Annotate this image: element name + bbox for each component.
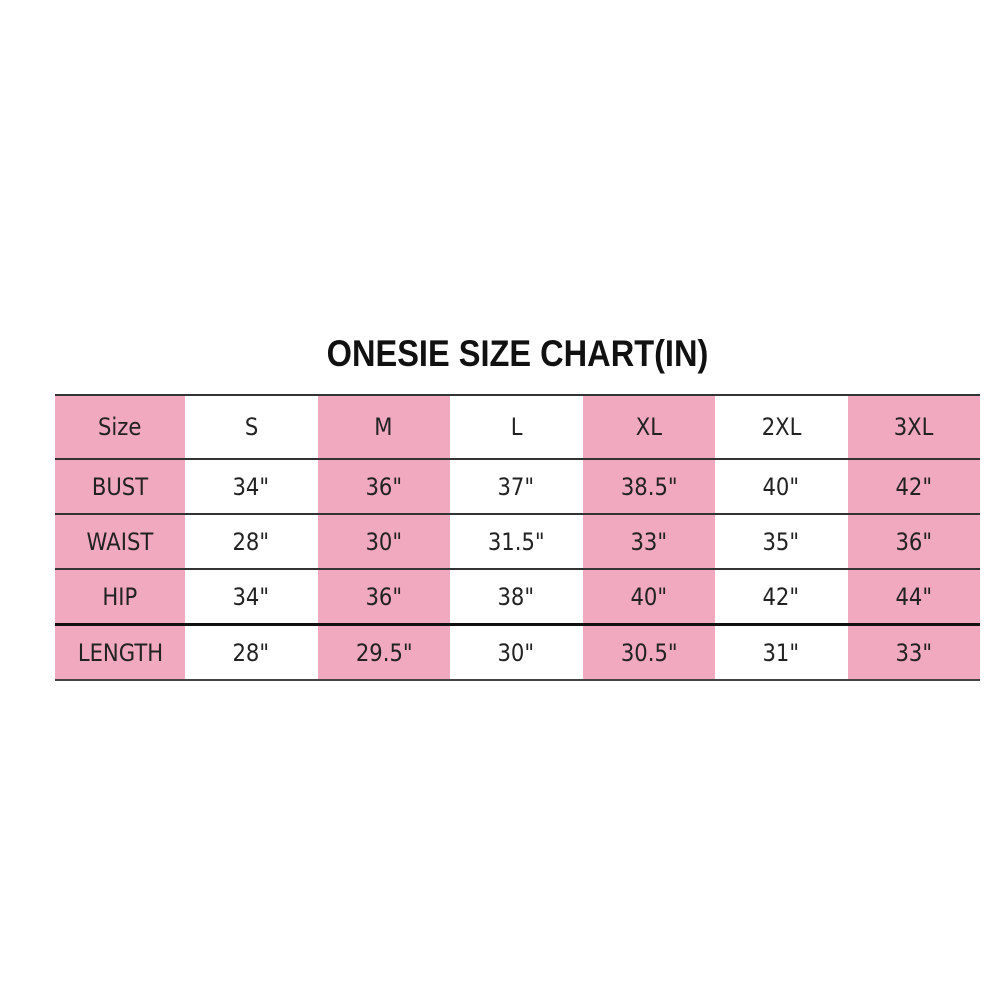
cell-text: L [510, 413, 523, 441]
table-cell: 28" [185, 513, 318, 569]
header-cell: 3XL [847, 394, 980, 459]
cell-text: Size [98, 413, 142, 441]
header-cell: M [317, 394, 450, 459]
cell-text: 28" [232, 527, 270, 556]
cell-text: 30" [497, 638, 535, 667]
table-cell: 42" [847, 458, 980, 514]
table-cell: 30" [450, 623, 583, 681]
cell-text: 37" [497, 472, 535, 501]
table-cell: 33" [582, 513, 715, 569]
table-cell: 36" [847, 513, 980, 569]
cell-text: M [374, 413, 393, 441]
cell-text: 44" [895, 582, 933, 611]
chart-title: ONESIE SIZE CHART(IN) [326, 333, 709, 374]
cell-text: 34" [232, 472, 270, 501]
header-row: Size S M L XL 2XL 3XL [55, 394, 980, 459]
table-row: BUST 34" 36" 37" 38.5" 40" 42" [55, 458, 980, 514]
table-cell: 31" [715, 623, 848, 681]
cell-text: 36" [365, 582, 403, 611]
table-cell: 40" [715, 458, 848, 514]
table-row: LENGTH 28" 29.5" 30" 30.5" 31" 33" [55, 623, 980, 681]
cell-text: XL [635, 413, 662, 441]
table-cell: 28" [185, 623, 318, 681]
cell-text: 30" [365, 527, 403, 556]
table-cell: 37" [450, 458, 583, 514]
row-label-cell: BUST [55, 458, 185, 514]
header-cell: Size [55, 394, 185, 459]
cell-text: 42" [762, 582, 800, 611]
cell-text: 31.5" [487, 527, 545, 556]
cell-text: WAIST [86, 527, 154, 556]
row-label-cell: HIP [55, 568, 185, 625]
cell-text: 40" [762, 472, 800, 501]
cell-text: 33" [895, 638, 933, 667]
header-cell: S [185, 394, 318, 459]
cell-text: BUST [91, 472, 149, 501]
table-cell: 38.5" [582, 458, 715, 514]
size-chart-table: Size S M L XL 2XL 3XL BUST 34" 36" 37" 38.5" 40" 42" W… [55, 394, 980, 681]
cell-text: 30.5" [620, 638, 678, 667]
row-label-cell: WAIST [55, 513, 185, 569]
header-cell: L [450, 394, 583, 459]
table-cell: 29.5" [317, 623, 450, 681]
cell-text: 38.5" [620, 472, 678, 501]
table-cell: 31.5" [450, 513, 583, 569]
cell-text: 36" [895, 527, 933, 556]
table-cell: 33" [847, 623, 980, 681]
table-cell: 34" [185, 568, 318, 625]
table-cell: 44" [847, 568, 980, 625]
table-cell: 30.5" [582, 623, 715, 681]
table-row: WAIST 28" 30" 31.5" 33" 35" 36" [55, 513, 980, 569]
cell-text: 34" [232, 582, 270, 611]
table-cell: 38" [450, 568, 583, 625]
table-cell: 40" [582, 568, 715, 625]
cell-text: 33" [630, 527, 668, 556]
cell-text: 3XL [893, 413, 934, 441]
cell-text: 42" [895, 472, 933, 501]
cell-text: 31" [762, 638, 800, 667]
table-cell: 36" [317, 458, 450, 514]
cell-text: 40" [630, 582, 668, 611]
table-cell: 42" [715, 568, 848, 625]
cell-text: S [244, 413, 258, 441]
cell-text: LENGTH [77, 638, 163, 667]
table-row: HIP 34" 36" 38" 40" 42" 44" [55, 568, 980, 625]
cell-text: 29.5" [355, 638, 413, 667]
table-cell: 35" [715, 513, 848, 569]
row-label-cell: LENGTH [55, 623, 185, 681]
header-cell: XL [582, 394, 715, 459]
cell-text: 28" [232, 638, 270, 667]
cell-text: 38" [497, 582, 535, 611]
cell-text: HIP [102, 582, 138, 611]
cell-text: 2XL [761, 413, 802, 441]
cell-text: 35" [762, 527, 800, 556]
table-cell: 34" [185, 458, 318, 514]
table-cell: 30" [317, 513, 450, 569]
cell-text: 36" [365, 472, 403, 501]
header-cell: 2XL [715, 394, 848, 459]
table-cell: 36" [317, 568, 450, 625]
